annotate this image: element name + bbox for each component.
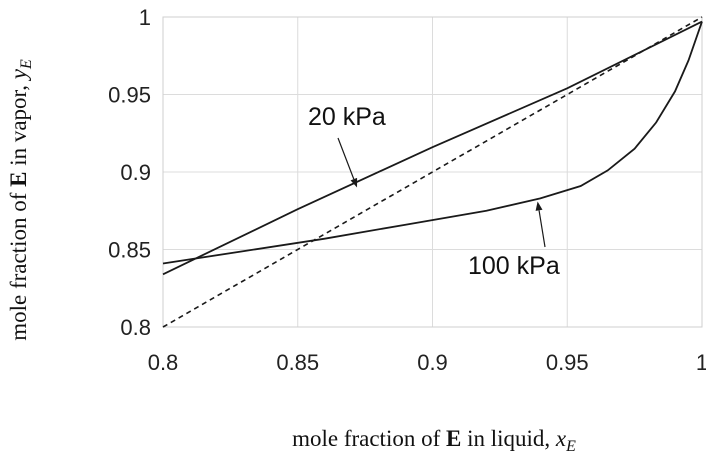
annotation-pointer xyxy=(337,137,355,180)
annotation-pointer xyxy=(538,210,546,248)
x-tick-label: 0.8 xyxy=(148,350,179,375)
y-tick-labels: 0.8 0.85 0.9 0.95 1 xyxy=(108,5,151,340)
annotation-arrowhead xyxy=(350,177,358,188)
y-tick-label: 0.9 xyxy=(120,160,151,185)
y-axis-title-group: mole fraction of E in vapor, yE xyxy=(6,59,35,341)
x-tick-label: 0.85 xyxy=(276,350,319,375)
y-axis-title: mole fraction of E in vapor, yE xyxy=(6,59,35,341)
series-20-kpa xyxy=(162,20,703,276)
y-tick-label: 0.85 xyxy=(108,238,151,263)
series-layer xyxy=(162,16,703,328)
series-100-kpa xyxy=(162,21,703,265)
plot-frame xyxy=(162,16,703,328)
annotation-20kpa: 20 kPa xyxy=(308,103,386,131)
x-tick-label: 1 xyxy=(696,350,706,375)
y-tick-label: 1 xyxy=(139,5,151,30)
x-axis-title: mole fraction of E in liquid, xE xyxy=(292,426,576,455)
y-tick-label: 0.8 xyxy=(120,315,151,340)
x-tick-label: 0.9 xyxy=(417,350,448,375)
annotation-100kpa: 100 kPa xyxy=(468,252,560,280)
annotation-arrowhead xyxy=(535,201,543,211)
diagonal-reference-line xyxy=(162,16,703,328)
x-tick-labels: 0.8 0.85 0.9 0.95 1 xyxy=(148,350,706,375)
y-tick-label: 0.95 xyxy=(108,83,151,108)
annotation-pointers xyxy=(337,137,546,248)
x-tick-label: 0.95 xyxy=(546,350,589,375)
